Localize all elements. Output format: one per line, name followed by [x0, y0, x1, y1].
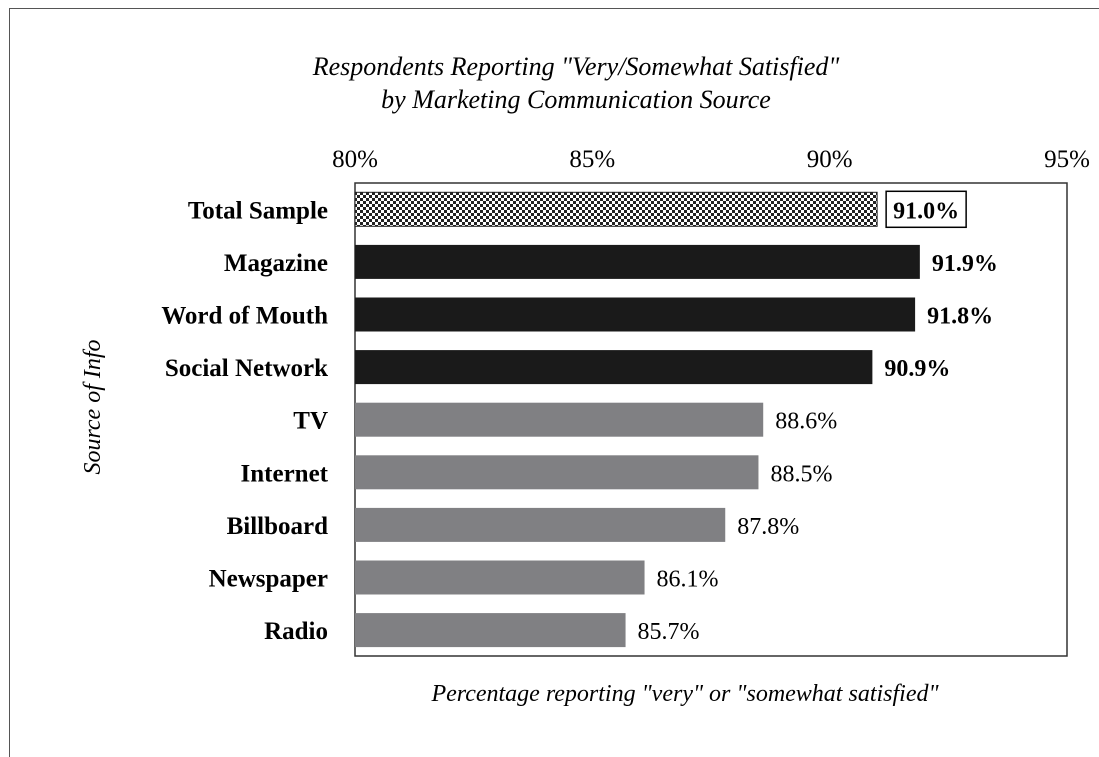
- category-label: Billboard: [227, 513, 329, 540]
- category-label: Social Network: [165, 355, 328, 382]
- category-label: Magazine: [224, 250, 328, 277]
- x-tick-label: 90%: [807, 146, 853, 173]
- data-label: 88.6%: [775, 409, 837, 435]
- data-label: 85.7%: [638, 619, 700, 645]
- x-tick-label: 80%: [332, 146, 378, 173]
- x-tick-label: 95%: [1044, 146, 1090, 173]
- category-label: Internet: [241, 460, 329, 487]
- data-label: 90.9%: [884, 356, 950, 382]
- x-axis-ticks: 80% 85% 90% 95%: [332, 146, 1090, 173]
- value-labels: 91.0% 91.9% 91.8% 90.9% 88.6% 88.5% 87.8% 86.1%…: [638, 190, 998, 645]
- highlight-box: [885, 190, 967, 229]
- bar: [355, 402, 764, 437]
- data-label: 91.8%: [927, 304, 993, 330]
- category-label: TV: [293, 408, 328, 435]
- category-label: Newspaper: [209, 566, 328, 593]
- bar: [355, 244, 920, 279]
- bar: [355, 507, 726, 542]
- x-tick-label: 85%: [569, 146, 615, 173]
- data-label: 86.1%: [657, 567, 719, 593]
- bar: [354, 191, 878, 227]
- bar: [355, 560, 645, 595]
- x-axis-label: Percentage reporting "very" or "somewhat…: [430, 681, 939, 707]
- chart-subtitle: by Marketing Communication Source: [381, 85, 771, 114]
- chart-frame: [9, 8, 1099, 757]
- data-label: 87.8%: [737, 514, 799, 540]
- category-label: Total Sample: [188, 197, 328, 224]
- bar-group: [354, 191, 920, 648]
- category-labels: Total Sample Magazine Word of Mouth Social …: [161, 197, 328, 645]
- chart-title: Respondents Reporting "Very/Somewhat Sat…: [312, 52, 840, 81]
- bar: [355, 297, 916, 332]
- y-axis-label: Source of Info: [80, 339, 106, 474]
- bar: [355, 613, 626, 648]
- data-label: 91.9%: [932, 251, 998, 277]
- data-label: 88.5%: [770, 461, 832, 487]
- bar: [355, 455, 759, 490]
- bar: [355, 350, 873, 385]
- category-label: Word of Mouth: [161, 303, 328, 330]
- data-label: 91.0%: [893, 198, 959, 224]
- category-label: Radio: [264, 618, 328, 645]
